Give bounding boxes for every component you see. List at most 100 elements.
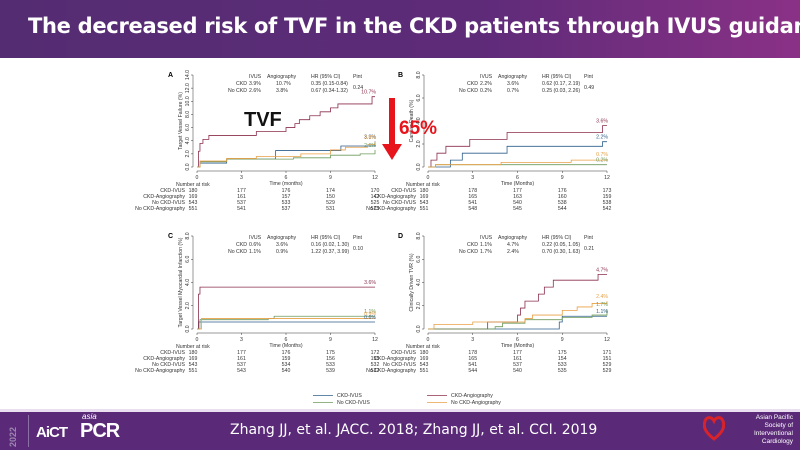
legend-label: No CKD-Angiography [451, 400, 501, 406]
panel-b-risk-value: 548 [468, 206, 477, 212]
panel-c-series-no-ckd-ivus [197, 315, 375, 330]
panel-b-risk-value: 165 [468, 194, 477, 200]
panel-a-stats-group: No CKD [228, 88, 247, 94]
panel-d-stats-angio-header: Angiography [498, 235, 528, 241]
panel-b-stats-group: No CKD [459, 88, 478, 94]
panel-c-y-tick-label: 8.0 [185, 232, 191, 239]
panel-a-y-tick-label: 4.0 [185, 137, 191, 144]
panel-d-x-tick-label: 12 [604, 337, 610, 343]
panel-a-stats-group: CKD [236, 81, 247, 87]
panel-a-risk-row-label: No CKD-Angiography [135, 206, 185, 212]
down-arrow-icon [382, 144, 402, 160]
panel-c-y-tick-label: 4.0 [185, 279, 191, 286]
panel-c-y-tick-label: 6.0 [185, 256, 191, 263]
society-line: Society of [764, 422, 793, 429]
panel-a-stats-hr-header: HR (95% CI) [311, 74, 341, 80]
panel-a-y-tick-label: 0.0 [185, 163, 191, 170]
panel-d-end-label: 4.7% [596, 267, 608, 273]
panel-a-risk-value: 533 [282, 200, 291, 206]
panel-c-risk-value: 551 [189, 368, 198, 374]
panel-d-risk-value: 178 [468, 350, 477, 356]
panel-d-stats-p-header: Pint [584, 235, 593, 241]
panel-b-end-label: 0.2% [596, 158, 608, 164]
panel-d-y-tick-label: 6.0 [416, 256, 422, 263]
panel-c-risk-value: 177 [237, 350, 246, 356]
heart-logo-icon [703, 416, 725, 441]
panel-d-end-label: 1.7% [596, 302, 608, 308]
panel-b-stats-hr: 0.25 (0.03, 2.26) [542, 88, 580, 94]
panel-b-risk-value: 545 [513, 206, 522, 212]
panel-c-risk-value: 533 [326, 362, 335, 368]
panel-d-risk-value: 177 [513, 350, 522, 356]
panel-c-risk-value: 180 [189, 350, 198, 356]
society-name: Asian Pacific Society of Interventional … [725, 414, 793, 446]
legend-label: CKD-IVUS [337, 393, 362, 399]
panel-c-risk-value: 532 [371, 362, 380, 368]
panel-b-risk-value: 163 [513, 194, 522, 200]
panel-a-p-value: 0.24 [353, 85, 363, 91]
panel-b-risk-value: 543 [420, 200, 429, 206]
panel-d-series-ckd-ivus [428, 315, 607, 330]
panel-a-y-tick-label: 14.0 [185, 70, 191, 80]
logo-divider [28, 415, 29, 447]
panel-b-end-label: 3.6% [596, 119, 608, 125]
panel-a-stats-ivus: 3.9% [249, 81, 261, 87]
slide-title: The decreased risk of TVF in the CKD pat… [28, 14, 800, 38]
panel-d-stats-group: No CKD [459, 249, 478, 255]
panel-c-risk-row-label: CKD-Angiography [143, 356, 185, 362]
panel-c-risk-row-label: No CKD-Angiography [135, 368, 185, 374]
panel-c-p-value: 0.10 [353, 246, 363, 252]
panel-c-risk-value: 161 [237, 356, 246, 362]
arrow-shaft [389, 98, 395, 146]
panel-d-risk-value: 543 [420, 362, 429, 368]
panel-c-x-tick-label: 6 [285, 337, 288, 343]
panel-b-stats-angio: 0.7% [507, 88, 519, 94]
panel-b-risk-value: 178 [468, 188, 477, 194]
panel-d-x-tick-label: 0 [427, 337, 430, 343]
panel-c-x-tick-label: 9 [329, 337, 332, 343]
panel-a-risk-value: 169 [189, 194, 198, 200]
panel-a-risk-value: 147 [371, 194, 380, 200]
panel-a-y-tick-label: 12.0 [185, 83, 191, 93]
panel-a-stats-angio: 10.7% [276, 81, 291, 87]
panel-d-risk-value: 175 [558, 350, 567, 356]
panel-b-x-tick-label: 0 [427, 175, 430, 181]
panel-a-stats-hr: 0.67 (0.34-1.32) [311, 88, 348, 94]
panel-a-x-tick-label: 12 [372, 175, 378, 181]
panel-b-stats-ivus-header: IVUS [480, 74, 493, 80]
panel-a-x-label: Time (months) [269, 181, 303, 187]
panel-c-x-label: Time (Months) [269, 343, 303, 349]
panel-a-risk-value: 525 [371, 206, 380, 212]
panel-c-series-no-ckd-angiography [197, 318, 375, 330]
panel-d-risk-value: 169 [420, 356, 429, 362]
asia-label: asia [82, 412, 97, 421]
panel-b-risk-value: 538 [558, 200, 567, 206]
panel-b-y-tick-label: 6.0 [416, 94, 422, 101]
panel-c-stats-ivus-header: IVUS [249, 235, 262, 241]
panel-c-end-label: 0.9% [364, 312, 376, 318]
panel-a-risk-value: 150 [326, 194, 335, 200]
panel-d-risk-value: 161 [513, 356, 522, 362]
panel-c-risk-value: 175 [326, 350, 335, 356]
panel-d-stats-angio: 2.4% [507, 249, 519, 255]
panel-c-y-label: Target Vessel Myocardial Infarction (%) [178, 237, 184, 327]
panel-b-y-tick-label: 2.0 [416, 140, 422, 147]
panel-a-risk-header: Number at risk [176, 182, 210, 188]
panel-c-risk-row-label: No CKD-IVUS [152, 362, 185, 368]
panel-b-risk-value: 542 [603, 206, 612, 212]
panel-c-stats-hr: 0.16 (0.02, 1.30) [311, 242, 349, 248]
panel-b-risk-value: 169 [420, 194, 429, 200]
panel-c-risk-value: 537 [237, 362, 246, 368]
panel-c-stats-p-header: Pint [353, 235, 362, 241]
panel-a-risk-value: 529 [326, 200, 335, 206]
panel-d-risk-header: Number at risk [406, 344, 440, 350]
panel-a-end-label: 10.7% [361, 90, 376, 96]
panel-a-risk-value: 174 [326, 188, 335, 194]
panel-a-x-tick-label: 9 [329, 175, 332, 181]
panel-d-risk-row-label: CKD-Angiography [374, 356, 416, 362]
panel-d-y-tick-label: 2.0 [416, 302, 422, 309]
panel-d-risk-value: 180 [420, 350, 429, 356]
panel-b-risk-value: 176 [558, 188, 567, 194]
panel-b-stats-hr: 0.62 (0.17, 2.19) [542, 81, 580, 87]
panel-d-series-ckd-angiography [428, 273, 607, 330]
